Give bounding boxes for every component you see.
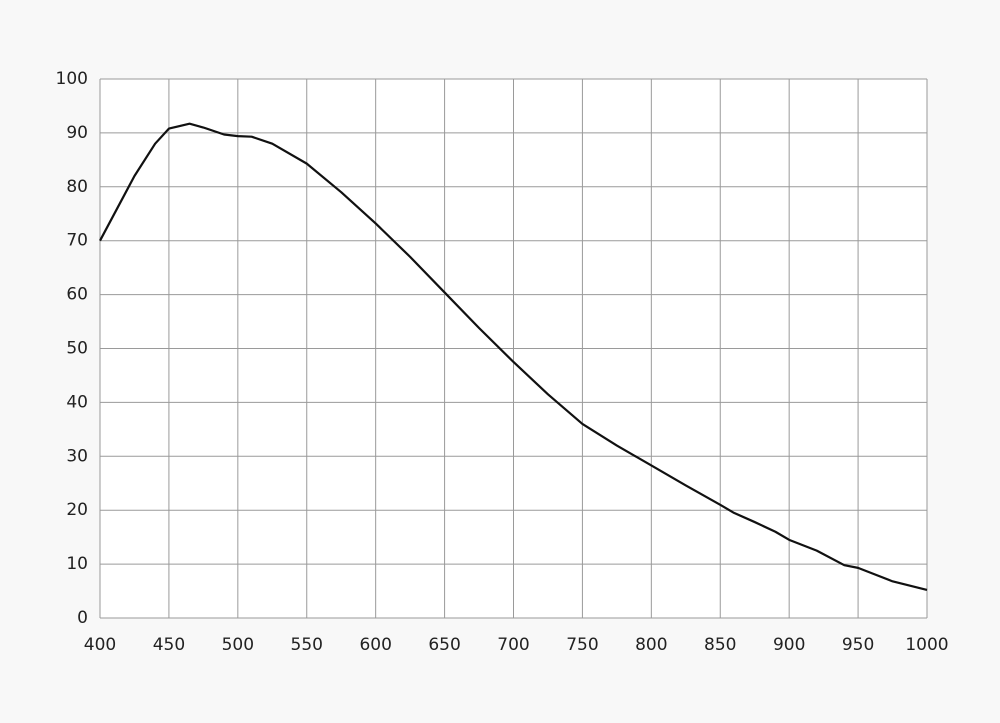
x-tick-label: 850 — [704, 635, 736, 655]
y-tick-label: 10 — [66, 554, 88, 574]
x-tick-label: 700 — [497, 635, 529, 655]
x-tick-label: 500 — [222, 635, 254, 655]
y-tick-label: 30 — [66, 446, 88, 466]
x-tick-label: 650 — [428, 635, 460, 655]
x-tick-label: 750 — [566, 635, 598, 655]
x-tick-label: 800 — [635, 635, 667, 655]
x-tick-label: 400 — [84, 635, 116, 655]
y-tick-label: 20 — [66, 500, 88, 520]
y-tick-label: 40 — [66, 392, 88, 412]
x-tick-label: 900 — [773, 635, 805, 655]
y-tick-label: 80 — [66, 177, 88, 197]
y-tick-label: 90 — [66, 123, 88, 143]
y-tick-label: 100 — [56, 69, 88, 89]
y-tick-label: 60 — [66, 285, 88, 305]
x-tick-label: 1000 — [905, 635, 948, 655]
y-tick-label: 0 — [77, 608, 88, 628]
x-tick-label: 550 — [291, 635, 323, 655]
y-tick-label: 50 — [66, 339, 88, 359]
x-tick-label: 950 — [842, 635, 874, 655]
line — [99, 122, 928, 592]
x-tick-label: 600 — [359, 635, 391, 655]
x-tick-label: 450 — [153, 635, 185, 655]
y-tick-label: 70 — [66, 231, 88, 251]
